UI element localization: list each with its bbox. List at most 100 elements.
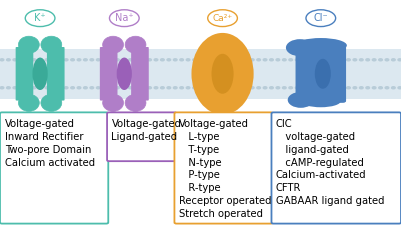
Ellipse shape bbox=[117, 57, 132, 90]
Circle shape bbox=[45, 87, 49, 89]
Circle shape bbox=[71, 87, 75, 89]
Circle shape bbox=[366, 59, 370, 61]
Circle shape bbox=[353, 87, 357, 89]
Circle shape bbox=[282, 59, 286, 61]
Circle shape bbox=[372, 87, 376, 89]
Ellipse shape bbox=[315, 59, 331, 89]
Circle shape bbox=[167, 59, 171, 61]
Circle shape bbox=[129, 87, 132, 89]
Circle shape bbox=[306, 10, 336, 27]
Circle shape bbox=[115, 59, 119, 61]
Circle shape bbox=[148, 59, 152, 61]
Circle shape bbox=[289, 59, 292, 61]
Circle shape bbox=[160, 59, 164, 61]
Circle shape bbox=[129, 59, 132, 61]
Circle shape bbox=[135, 87, 139, 89]
Circle shape bbox=[77, 87, 81, 89]
Circle shape bbox=[90, 59, 94, 61]
Circle shape bbox=[208, 10, 237, 27]
Circle shape bbox=[115, 87, 119, 89]
Ellipse shape bbox=[103, 36, 124, 53]
Circle shape bbox=[64, 59, 68, 61]
Circle shape bbox=[308, 59, 312, 61]
Circle shape bbox=[6, 59, 10, 61]
Circle shape bbox=[346, 87, 350, 89]
Circle shape bbox=[19, 87, 23, 89]
Circle shape bbox=[199, 87, 203, 89]
Text: Voltage-gated
Ligand-gated: Voltage-gated Ligand-gated bbox=[111, 119, 182, 142]
Circle shape bbox=[58, 87, 62, 89]
Circle shape bbox=[276, 59, 280, 61]
Circle shape bbox=[269, 59, 273, 61]
Circle shape bbox=[257, 59, 261, 61]
Circle shape bbox=[96, 87, 100, 89]
Circle shape bbox=[398, 87, 401, 89]
Circle shape bbox=[353, 59, 357, 61]
Circle shape bbox=[327, 87, 331, 89]
Text: Voltage-gated
Inward Rectifier
Two-pore Domain
Calcium activated: Voltage-gated Inward Rectifier Two-pore … bbox=[5, 119, 95, 168]
Circle shape bbox=[250, 87, 254, 89]
Circle shape bbox=[359, 59, 363, 61]
Circle shape bbox=[327, 59, 331, 61]
Circle shape bbox=[13, 59, 17, 61]
Circle shape bbox=[219, 59, 222, 61]
Circle shape bbox=[141, 59, 145, 61]
Circle shape bbox=[26, 87, 30, 89]
Ellipse shape bbox=[32, 57, 48, 90]
Circle shape bbox=[385, 87, 389, 89]
Ellipse shape bbox=[192, 33, 253, 115]
Circle shape bbox=[32, 87, 36, 89]
Circle shape bbox=[250, 59, 254, 61]
Circle shape bbox=[84, 87, 87, 89]
Ellipse shape bbox=[212, 54, 233, 94]
Circle shape bbox=[302, 59, 306, 61]
Circle shape bbox=[263, 59, 267, 61]
Circle shape bbox=[25, 10, 55, 27]
Circle shape bbox=[122, 59, 126, 61]
Circle shape bbox=[58, 59, 62, 61]
Circle shape bbox=[109, 10, 139, 27]
Circle shape bbox=[13, 87, 17, 89]
Circle shape bbox=[391, 59, 395, 61]
Circle shape bbox=[314, 87, 318, 89]
Circle shape bbox=[212, 87, 216, 89]
Circle shape bbox=[173, 59, 177, 61]
Circle shape bbox=[237, 87, 241, 89]
Circle shape bbox=[295, 59, 299, 61]
Circle shape bbox=[64, 87, 68, 89]
Circle shape bbox=[6, 87, 10, 89]
Circle shape bbox=[90, 87, 94, 89]
Circle shape bbox=[257, 87, 261, 89]
Circle shape bbox=[391, 87, 395, 89]
Circle shape bbox=[109, 87, 113, 89]
Circle shape bbox=[180, 87, 183, 89]
Circle shape bbox=[52, 87, 55, 89]
Circle shape bbox=[212, 59, 216, 61]
Ellipse shape bbox=[301, 95, 341, 107]
Circle shape bbox=[39, 87, 43, 89]
Text: K⁺: K⁺ bbox=[34, 13, 46, 23]
FancyBboxPatch shape bbox=[100, 47, 117, 101]
Circle shape bbox=[206, 87, 209, 89]
Circle shape bbox=[314, 59, 318, 61]
Circle shape bbox=[334, 87, 338, 89]
Circle shape bbox=[231, 59, 235, 61]
Circle shape bbox=[77, 59, 81, 61]
Circle shape bbox=[160, 87, 164, 89]
Circle shape bbox=[244, 87, 247, 89]
Circle shape bbox=[225, 59, 229, 61]
FancyBboxPatch shape bbox=[174, 112, 273, 224]
FancyBboxPatch shape bbox=[271, 112, 401, 224]
Circle shape bbox=[359, 87, 363, 89]
Ellipse shape bbox=[125, 36, 146, 53]
Circle shape bbox=[26, 59, 30, 61]
Circle shape bbox=[135, 59, 139, 61]
Circle shape bbox=[154, 87, 158, 89]
Circle shape bbox=[45, 59, 49, 61]
Circle shape bbox=[154, 59, 158, 61]
Text: Ca²⁺: Ca²⁺ bbox=[213, 14, 233, 23]
Circle shape bbox=[103, 87, 107, 89]
Circle shape bbox=[32, 59, 36, 61]
Circle shape bbox=[186, 59, 190, 61]
FancyBboxPatch shape bbox=[16, 47, 33, 101]
